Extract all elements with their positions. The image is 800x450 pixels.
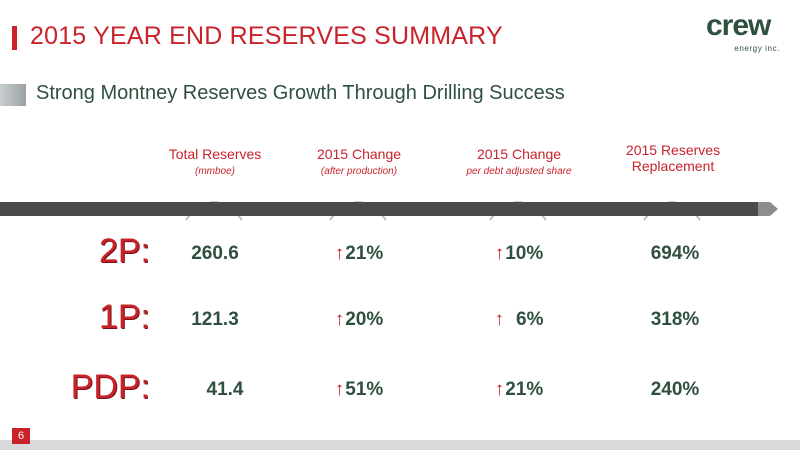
change-pdp: ↑51%	[304, 379, 414, 401]
page-title: 2015 YEAR END RESERVES SUMMARY	[30, 22, 503, 50]
up-arrow-icon: ↑	[494, 379, 505, 400]
change-value: 20%	[345, 309, 384, 330]
logo-subtext: energy inc.	[734, 44, 780, 53]
column-title: 2015 Change	[476, 146, 562, 162]
change-value: 51%	[345, 379, 384, 400]
row-label-1p: 1P:	[98, 298, 150, 336]
footer-bar	[0, 440, 800, 450]
column-header-change-per-share: 2015 Change per debt adjusted share	[444, 146, 594, 180]
share-change-pdp: ↑21%	[464, 379, 574, 401]
total-reserves-1p: 121.3	[191, 309, 239, 330]
column-title: 2015 Change	[316, 146, 402, 162]
timeline-arrow-tip	[758, 202, 778, 216]
up-arrow-icon: ↑	[334, 243, 345, 264]
column-header-total-reserves: Total Reserves (mmboe)	[140, 146, 290, 180]
share-change-value: 21%	[505, 379, 544, 400]
column-subtitle: (after production)	[320, 166, 398, 177]
share-change-2p: ↑10%	[464, 243, 574, 265]
title-accent-bar	[12, 26, 17, 50]
column-subtitle: per debt adjusted share	[466, 166, 572, 177]
up-arrow-icon: ↑	[494, 309, 505, 330]
change-2p: ↑21%	[304, 243, 414, 265]
total-reserves-2p: 260.6	[191, 243, 239, 264]
column-header-reserves-replacement: 2015 Reserves Replacement	[598, 142, 748, 176]
page-number: 6	[12, 428, 30, 444]
replacement-pdp: 240%	[650, 379, 700, 400]
change-value: 21%	[345, 243, 384, 264]
row-label-pdp: PDP:	[70, 368, 150, 406]
column-title: Total Reserves	[168, 146, 262, 162]
column-subtitle: (mmboe)	[194, 166, 235, 177]
share-change-1p: ↑ 6%	[464, 309, 574, 331]
share-change-value: 6%	[516, 309, 544, 330]
total-reserves-pdp: 41.4	[206, 379, 244, 400]
timeline-bar	[0, 202, 760, 216]
logo-word: crew	[706, 9, 771, 42]
up-arrow-icon: ↑	[494, 243, 505, 264]
subtitle-tab	[0, 84, 26, 106]
column-title: 2015 Reserves Replacement	[625, 142, 721, 174]
column-header-2015-change: 2015 Change (after production)	[284, 146, 434, 180]
crew-energy-logo: crew energy inc.	[706, 10, 782, 58]
replacement-2p: 694%	[650, 243, 700, 264]
row-label-2p: 2P:	[98, 232, 150, 270]
up-arrow-icon: ↑	[334, 309, 345, 330]
change-1p: ↑20%	[304, 309, 414, 331]
up-arrow-icon: ↑	[334, 379, 345, 400]
share-change-value: 10%	[505, 243, 544, 264]
replacement-1p: 318%	[650, 309, 700, 330]
subtitle: Strong Montney Reserves Growth Through D…	[36, 82, 565, 104]
